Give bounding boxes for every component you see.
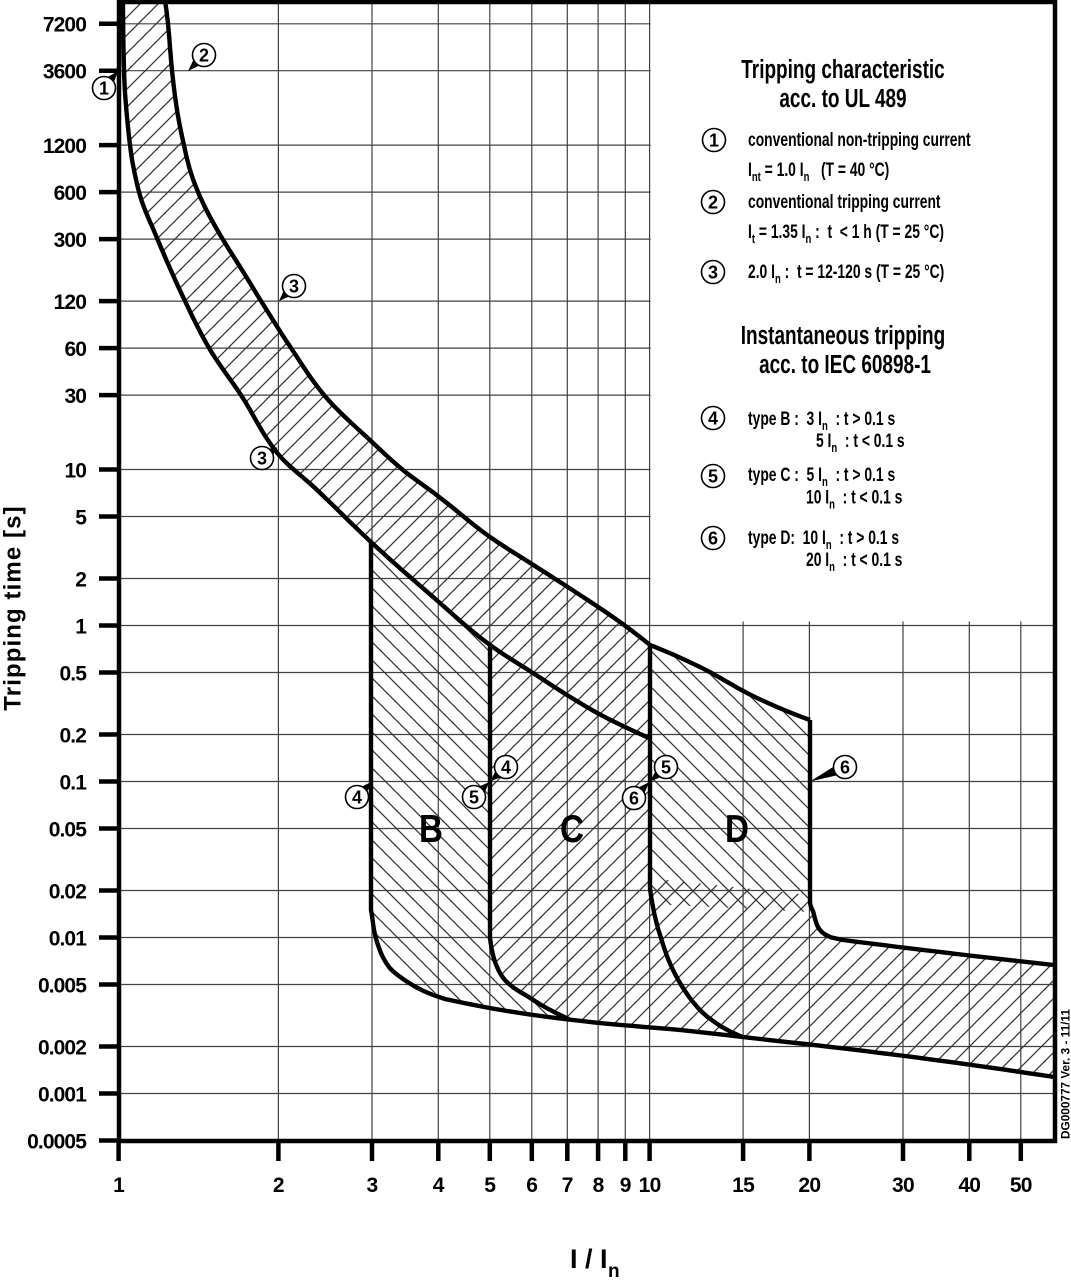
svg-text:0.02: 0.02 [49, 880, 86, 903]
svg-text:9: 9 [620, 1174, 631, 1197]
svg-text:7200: 7200 [43, 14, 86, 37]
svg-text:600: 600 [54, 182, 87, 205]
svg-text:Tripping time [s]: Tripping time [s] [0, 505, 27, 710]
svg-text:2: 2 [273, 1174, 284, 1197]
svg-text:2: 2 [199, 46, 209, 66]
svg-text:0.001: 0.001 [38, 1083, 87, 1106]
svg-text:4: 4 [708, 409, 718, 429]
svg-text:It​ = 1.35 In​ : t < 1 h (T: It​ = 1.35 In​ : t < 1 h (T = 25 °C) [748, 221, 944, 247]
svg-text:20 In​ : t < 0.1 s: 20 In​ : t < 0.1 s [806, 549, 902, 575]
svg-text:6: 6 [629, 789, 639, 809]
svg-text:1: 1 [709, 131, 719, 151]
svg-text:Tripping characteristic: Tripping characteristic [741, 54, 944, 84]
svg-text:3: 3 [367, 1174, 378, 1197]
svg-text:4: 4 [433, 1174, 445, 1197]
svg-text:7: 7 [562, 1174, 573, 1197]
svg-text:0.002: 0.002 [38, 1036, 86, 1059]
svg-text:type C : 5 In​ : t > 0.1 s: type C : 5 In​ : t > 0.1 s [748, 464, 895, 490]
svg-text:1200: 1200 [43, 135, 86, 158]
svg-text:I / I: I / I [570, 1244, 608, 1274]
svg-text:D: D [725, 806, 749, 850]
svg-text:0.0005: 0.0005 [27, 1130, 87, 1153]
svg-text:0.005: 0.005 [38, 974, 87, 997]
svg-text:5 In​ : t < 0.1 s: 5 In​ : t < 0.1 s [816, 430, 905, 456]
svg-text:0.5: 0.5 [60, 662, 88, 685]
svg-text:acc. to IEC 60898-1: acc. to IEC 60898-1 [759, 349, 931, 379]
svg-text:Instantaneous tripping: Instantaneous tripping [741, 320, 945, 350]
svg-text:2: 2 [75, 568, 86, 591]
svg-text:40: 40 [958, 1174, 980, 1197]
svg-text:0.2: 0.2 [60, 724, 87, 747]
svg-text:10: 10 [639, 1174, 661, 1197]
svg-text:DG000777 Ver. 3 - 11/11: DG000777 Ver. 3 - 11/11 [1059, 1009, 1071, 1139]
svg-text:1: 1 [113, 1174, 125, 1197]
svg-text:5: 5 [708, 467, 718, 487]
svg-text:60: 60 [64, 338, 86, 361]
svg-text:3: 3 [289, 277, 299, 297]
svg-text:5: 5 [75, 506, 87, 529]
svg-text:3: 3 [708, 263, 718, 283]
svg-text:0.01: 0.01 [49, 927, 87, 950]
svg-text:1: 1 [99, 79, 109, 99]
svg-text:5: 5 [661, 758, 671, 778]
svg-text:n: n [608, 1261, 620, 1280]
svg-text:3600: 3600 [43, 61, 86, 84]
svg-text:Int​ = 1.0 In​ (T = 40 °C): Int​ = 1.0 In​ (T = 40 °C) [748, 159, 889, 185]
svg-text:acc. to UL 489: acc. to UL 489 [779, 83, 906, 113]
svg-text:30: 30 [892, 1174, 914, 1197]
svg-text:30: 30 [64, 385, 86, 408]
svg-text:15: 15 [732, 1174, 755, 1197]
svg-text:3: 3 [257, 449, 267, 469]
svg-text:type D: 10 In​ : t > 0.1 s: type D: 10 In​ : t > 0.1 s [748, 527, 899, 553]
svg-text:120: 120 [54, 291, 87, 314]
svg-text:B: B [419, 806, 443, 850]
svg-text:8: 8 [593, 1174, 605, 1197]
svg-text:conventional tripping current: conventional tripping current [748, 191, 941, 213]
svg-text:1: 1 [75, 615, 87, 638]
svg-text:type B : 3 In​ : t > 0.1 s: type B : 3 In​ : t > 0.1 s [748, 408, 895, 434]
svg-text:4: 4 [501, 758, 511, 778]
svg-text:6: 6 [840, 758, 850, 778]
svg-text:conventional non-tripping curr: conventional non-tripping current [748, 129, 971, 151]
svg-text:2: 2 [708, 193, 718, 213]
svg-text:10: 10 [64, 459, 86, 482]
svg-text:50: 50 [1010, 1174, 1032, 1197]
svg-text:6: 6 [708, 529, 718, 549]
svg-text:5: 5 [484, 1174, 496, 1197]
svg-text:300: 300 [54, 229, 87, 252]
svg-text:20: 20 [798, 1174, 820, 1197]
svg-text:2.0 In​ : t = 12-120 s (T = 2: 2.0 In​ : t = 12-120 s (T = 25 °C) [748, 261, 944, 287]
svg-text:0.1: 0.1 [60, 771, 88, 794]
svg-text:6: 6 [526, 1174, 537, 1197]
svg-text:0.05: 0.05 [49, 818, 87, 841]
svg-text:5: 5 [469, 788, 479, 808]
svg-text:4: 4 [352, 788, 362, 808]
svg-text:10 In​ : t < 0.1 s: 10 In​ : t < 0.1 s [806, 486, 902, 512]
svg-text:C: C [560, 806, 584, 850]
